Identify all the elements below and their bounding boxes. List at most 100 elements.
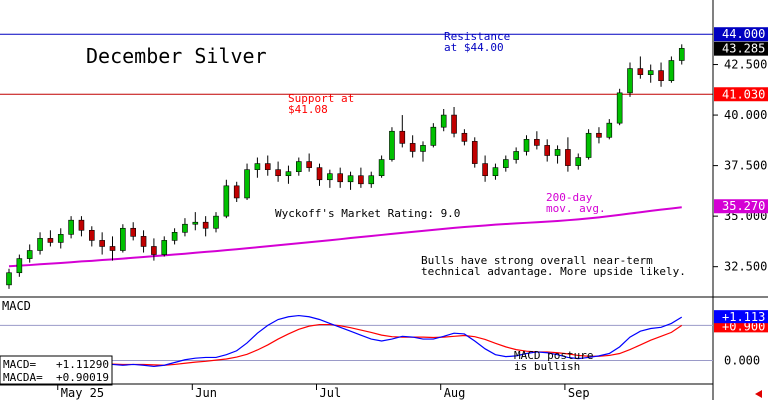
- macd-zero-tick: 0.000: [724, 354, 760, 368]
- candle: [244, 163, 250, 200]
- candle-body: [47, 238, 54, 243]
- candle-body: [130, 227, 136, 237]
- resistance-tag-background: [714, 27, 768, 42]
- candle: [26, 244, 33, 263]
- macd-readout-box: [0, 355, 113, 386]
- candle: [678, 44, 685, 65]
- macd-line: [8, 314, 683, 375]
- candle-body: [565, 149, 571, 166]
- resistance-tag: 44.000: [722, 27, 765, 41]
- candle: [347, 171, 354, 190]
- candle-body: [368, 175, 375, 185]
- moving-average-label-line2: mov. avg.: [546, 202, 606, 215]
- candle: [471, 137, 478, 168]
- candle-body: [596, 132, 602, 138]
- candle-body: [430, 126, 437, 146]
- macd-note-line2: is bullish: [514, 360, 580, 373]
- candle-body: [192, 221, 199, 225]
- candle: [37, 232, 43, 255]
- candle: [378, 155, 385, 178]
- candle-body: [534, 139, 540, 146]
- candle-body: [327, 173, 333, 181]
- candle-body: [616, 92, 623, 124]
- candle: [120, 224, 126, 253]
- macda-readout: MACDA= +0.90019: [3, 371, 109, 384]
- price-tick-label: 42.500: [724, 58, 767, 72]
- candle-body: [575, 157, 582, 166]
- price-tick-label: 37.500: [724, 159, 767, 173]
- candle: [275, 161, 281, 182]
- candle: [430, 123, 437, 148]
- candle-body: [523, 139, 530, 152]
- time-tick-label: Jul: [320, 386, 342, 400]
- candle: [264, 155, 271, 176]
- candle: [647, 64, 654, 83]
- candle-body: [420, 145, 426, 152]
- candle: [627, 62, 633, 97]
- candle-body: [68, 219, 74, 235]
- candle: [358, 167, 364, 188]
- candle: [254, 157, 261, 178]
- candle: [337, 167, 344, 188]
- candle-body: [451, 114, 457, 134]
- support-tag-background: [714, 87, 768, 102]
- candle-body: [151, 246, 157, 255]
- candle-body: [99, 240, 105, 247]
- candle: [182, 218, 188, 237]
- candle-body: [378, 159, 385, 177]
- candle-body: [254, 163, 261, 170]
- candle: [285, 165, 292, 184]
- candle-body: [37, 238, 43, 251]
- candle: [213, 212, 219, 233]
- time-axis-ticks: May 25 Jun Jul Aug Sep: [57, 384, 590, 400]
- candle-body: [585, 132, 592, 158]
- wyckoff-rating-annotation: Wyckoff's Market Rating: 9.0: [275, 207, 460, 220]
- candle-body: [6, 272, 12, 286]
- candle-body: [213, 215, 219, 229]
- candle-body: [606, 122, 613, 138]
- candle: [140, 230, 147, 253]
- candle: [233, 181, 240, 202]
- candle-body: [285, 171, 292, 177]
- candle-body: [140, 236, 147, 247]
- price-tick-label: 40.000: [724, 108, 767, 122]
- candle-body: [627, 68, 633, 94]
- scroll-left-arrow-icon[interactable]: [755, 390, 762, 398]
- candle: [585, 129, 592, 160]
- candle-body: [295, 161, 302, 172]
- chart-title: December Silver: [86, 44, 267, 68]
- candle: [544, 139, 551, 162]
- candle: [596, 127, 602, 144]
- candle: [616, 88, 623, 126]
- candle-body: [647, 70, 654, 75]
- time-tick-label: Jun: [195, 386, 217, 400]
- candle-body: [109, 246, 116, 251]
- candle: [461, 129, 468, 146]
- candle-body: [358, 175, 364, 185]
- candlestick-series: [6, 44, 685, 289]
- candle: [637, 56, 644, 79]
- candle: [47, 230, 54, 247]
- candle: [534, 131, 540, 150]
- candle-body: [440, 114, 447, 128]
- candle: [492, 163, 499, 180]
- candle: [658, 62, 664, 87]
- candle-body: [658, 70, 664, 82]
- candle-body: [471, 141, 478, 164]
- macd-readout: MACD= +1.11290: [3, 358, 109, 371]
- last-price-tag-background: [714, 41, 768, 56]
- candle: [513, 147, 519, 164]
- candle: [523, 135, 530, 156]
- candle: [6, 268, 12, 289]
- support-annotation-line2: $41.08: [288, 103, 328, 116]
- candle-body: [399, 130, 406, 144]
- macd-panel-label: MACD: [2, 299, 31, 313]
- candle: [316, 163, 323, 186]
- candle: [409, 135, 416, 158]
- candle: [420, 141, 426, 162]
- last-price-tag: 43.285: [722, 42, 765, 56]
- price-tick-label: 32.500: [724, 260, 767, 274]
- candle: [565, 137, 571, 172]
- bulls-annotation-line1: Bulls have strong overall near-term: [421, 254, 653, 267]
